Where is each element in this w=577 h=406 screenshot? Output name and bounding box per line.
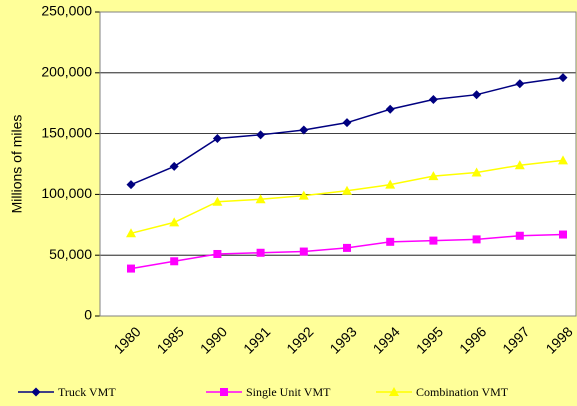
x-tick-label: 1996 [456, 323, 489, 356]
y-tick-label: 0 [84, 307, 92, 323]
marker [255, 194, 266, 204]
marker [389, 387, 399, 396]
legend-label: Single Unit VMT [246, 385, 331, 399]
x-tick-label: 1992 [283, 323, 316, 356]
marker [515, 79, 525, 89]
marker [126, 180, 136, 190]
marker [169, 217, 180, 227]
marker [342, 185, 352, 195]
marker [170, 257, 179, 266]
y-tick-label: 100,000 [41, 185, 92, 201]
marker [471, 167, 482, 177]
marker [385, 179, 396, 189]
marker [428, 95, 438, 105]
y-tick-label: 50,000 [49, 246, 92, 262]
legend-label: Truck VMT [58, 385, 116, 399]
x-tick-label: 1991 [240, 323, 273, 356]
marker [212, 133, 222, 143]
marker [342, 118, 352, 128]
marker [127, 264, 135, 273]
x-tick-label: 1993 [326, 323, 359, 356]
x-tick-label: 1985 [154, 323, 187, 356]
marker [514, 160, 525, 170]
marker [169, 161, 179, 171]
y-axis-label: Millions of miles [9, 115, 25, 214]
marker [299, 247, 308, 256]
x-tick-label: 1998 [542, 323, 575, 356]
marker [558, 155, 568, 165]
marker [212, 196, 223, 206]
marker [220, 388, 228, 396]
marker [343, 243, 351, 252]
y-tick-label: 150,000 [41, 124, 92, 140]
marker [31, 387, 41, 397]
x-tick-label: 1995 [413, 323, 446, 356]
y-tick-label: 200,000 [41, 64, 92, 80]
marker [213, 249, 222, 258]
marker [472, 90, 482, 100]
y-tick-label: 250,000 [41, 3, 92, 19]
x-tick-label: 1980 [110, 323, 143, 356]
marker [256, 130, 266, 140]
marker [299, 125, 309, 135]
marker [472, 235, 481, 244]
marker [515, 231, 524, 240]
x-tick-label: 1990 [197, 323, 230, 356]
marker [559, 230, 567, 239]
marker [298, 190, 309, 200]
marker [558, 73, 568, 83]
marker [126, 228, 136, 238]
marker [256, 248, 265, 257]
plot-area [100, 12, 576, 316]
marker [385, 104, 395, 114]
marker [386, 237, 395, 246]
legend-label: Combination VMT [416, 385, 509, 399]
marker [428, 171, 439, 181]
x-tick-label: 1994 [370, 323, 403, 356]
x-tick-label: 1997 [499, 323, 532, 356]
plot-border [99, 11, 577, 317]
marker [429, 236, 438, 245]
legend: Truck VMT Single Unit VMT Combination VMT [18, 385, 509, 399]
